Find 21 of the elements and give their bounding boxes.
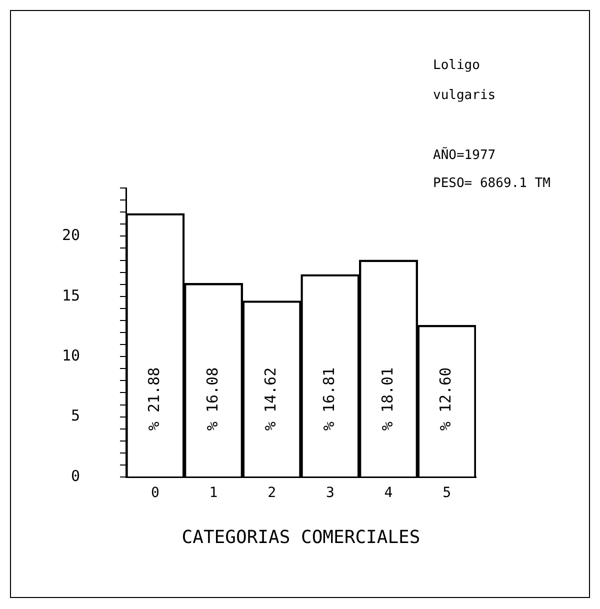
- x-tick-label: 4: [384, 485, 393, 502]
- x-axis-title: CATEGORIAS COMERCIALES: [182, 526, 420, 548]
- data-label: % 18.01: [378, 367, 396, 431]
- data-label: % 14.62: [262, 367, 280, 431]
- data-label: % 16.08: [203, 367, 222, 431]
- y-tick-label: 0: [70, 466, 80, 485]
- data-label: % 21.88: [145, 367, 164, 431]
- data-label: % 16.81: [320, 367, 338, 431]
- x-tick-label: 0: [150, 485, 160, 502]
- x-tick-label: 2: [268, 485, 276, 502]
- data-label: % 12.60: [436, 367, 455, 431]
- text: Loligo vulgaris: [433, 57, 497, 105]
- y-tick-label: 10: [62, 346, 80, 364]
- x-tick-label: 1: [209, 485, 218, 502]
- x-tick-label: 3: [326, 485, 334, 502]
- y-tick-label: 5: [70, 406, 80, 425]
- y-tick-label: 15: [62, 286, 80, 304]
- annotation: PESO= 6869.1 TM: [433, 175, 552, 193]
- x-tick-label: 5: [442, 485, 452, 502]
- y-tick-label: 20: [62, 226, 80, 244]
- text: AÑO=1977: [433, 146, 497, 165]
